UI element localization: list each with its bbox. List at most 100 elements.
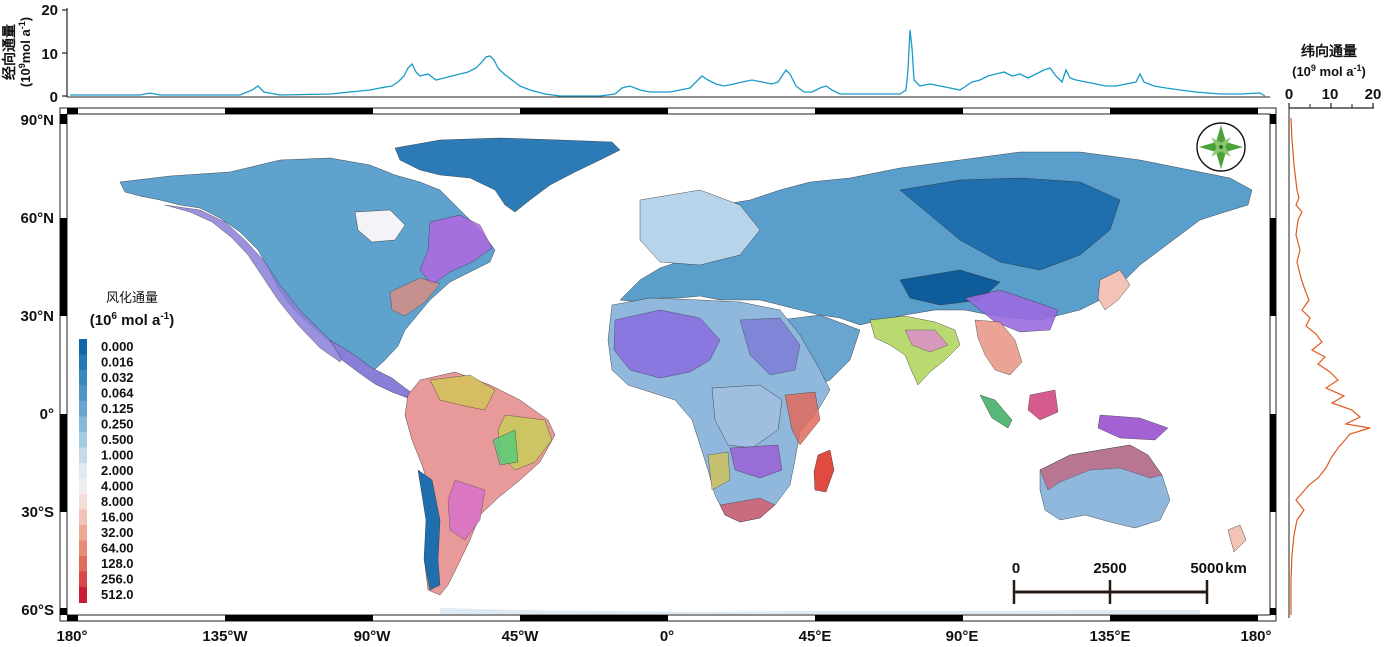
lat-label-60n: 60°N [20, 210, 54, 227]
lon-label-90w: 90°W [354, 628, 392, 645]
sa-south-patch [447, 479, 486, 541]
right-xtick-20: 20 [1365, 86, 1382, 103]
legend-label: 0.250 [101, 417, 134, 432]
scale-unit: km [1225, 560, 1247, 577]
legend-label: 8.000 [101, 494, 134, 509]
legend-swatch [79, 370, 87, 386]
new-guinea [1097, 414, 1169, 441]
sa-green [492, 429, 519, 466]
greenland [394, 137, 621, 213]
legend-label: 0.032 [101, 370, 134, 385]
sa-andes-blue [417, 469, 441, 591]
madagascar [813, 449, 835, 493]
sa-north-yellow [429, 374, 496, 411]
legend-label: 1.000 [101, 448, 134, 463]
legend-swatch [79, 416, 87, 433]
legend-unit: (106 mol a-1) [90, 311, 175, 329]
india-patch [904, 329, 949, 353]
legend-title: 风化通量 [106, 290, 158, 305]
legend-label: 0.016 [101, 355, 134, 370]
legend-label: 0.000 [101, 339, 134, 354]
legend-label: 0.500 [101, 432, 134, 447]
africa-congo [711, 384, 783, 449]
legend-swatch [79, 447, 87, 464]
lon-label-0: 0° [660, 628, 674, 645]
legend-swatch [79, 354, 87, 371]
scale-label-0: 0 [1012, 560, 1020, 577]
legend: 风化通量 (106 mol a-1) 0.0000.0160.0320.0640… [79, 290, 174, 603]
top-ylabel-line1: 经向通量 [1, 24, 17, 80]
legend-swatch [79, 525, 87, 541]
new-zealand [1227, 524, 1247, 553]
legend-label: 512.0 [101, 587, 134, 602]
europe-light [639, 189, 761, 266]
scale-label-5000: 5000 [1190, 560, 1223, 577]
legend-label: 128.0 [101, 556, 134, 571]
right-flux-panel: 纬向通量 (109 mol a-1) 0 10 20 [1285, 43, 1382, 618]
africa-west-yellow [707, 451, 731, 491]
na-appalachian [389, 277, 441, 317]
legend-swatch [79, 478, 87, 495]
legend-label: 2.000 [101, 463, 134, 478]
legend-swatch [79, 587, 87, 603]
lon-label-135e: 135°E [1089, 628, 1130, 645]
legend-label: 256.0 [101, 572, 134, 587]
top-flux-panel: 20 10 0 经向通量 (109mol a-1) [1, 2, 1270, 106]
legend-swatch [79, 571, 87, 588]
siberia-dark [899, 177, 1121, 271]
compass-rose-icon [1196, 122, 1246, 172]
japan [1097, 269, 1131, 311]
legend-label: 16.00 [101, 510, 134, 525]
na-rockies-band [164, 204, 346, 363]
latitude-labels: 90°N 60°N 30°N 0° 30°S 60°S [20, 112, 54, 619]
antarctic-fragment [440, 608, 1200, 614]
lon-label-45e: 45°E [799, 628, 832, 645]
legend-label: 32.00 [101, 525, 134, 540]
lon-label-180e: 180° [1240, 628, 1271, 645]
top-ytick-0: 0 [50, 89, 58, 106]
lat-label-60s: 60°S [21, 602, 54, 619]
lat-label-0: 0° [40, 406, 54, 423]
legend-swatch [79, 509, 87, 526]
lon-label-90e: 90°E [946, 628, 979, 645]
top-ytick-20: 20 [41, 2, 58, 19]
right-xtick-10: 10 [1322, 86, 1339, 103]
meridional-flux-line [70, 29, 1266, 97]
na-hudson [354, 209, 406, 243]
legend-swatch [79, 339, 87, 355]
legend-label: 0.064 [101, 386, 134, 401]
right-xtick-0: 0 [1285, 86, 1293, 103]
legend-swatch [79, 432, 87, 448]
legend-swatch [79, 540, 87, 557]
africa-south-rim [719, 497, 776, 523]
zonal-flux-line [1290, 117, 1371, 615]
lon-label-45w: 45°W [502, 628, 540, 645]
top-ytick-10: 10 [41, 46, 58, 63]
lat-label-90n: 90°N [20, 112, 54, 129]
africa-east-red [784, 391, 821, 446]
lon-label-180w: 180° [56, 628, 87, 645]
right-title-line1: 纬向通量 [1301, 43, 1357, 59]
lat-label-30s: 30°S [21, 504, 54, 521]
longitude-labels: 180° 135°W 90°W 45°W 0° 45°E 90°E 135°E … [56, 628, 1271, 645]
legend-classes: 0.0000.0160.0320.0640.1250.2500.5001.000… [79, 339, 134, 603]
legend-label: 0.125 [101, 401, 134, 416]
legend-swatch [79, 385, 87, 402]
legend-swatch [79, 556, 87, 572]
legend-swatch [79, 463, 87, 479]
africa-south-purple [729, 444, 783, 479]
world-land-layer [119, 137, 1253, 614]
scale-label-2500: 2500 [1093, 560, 1126, 577]
na-east-patch [419, 214, 493, 286]
africa-nile-purple [739, 317, 801, 376]
north-america [119, 157, 496, 373]
legend-swatch [79, 401, 87, 417]
right-title-line2: (109 mol a-1) [1292, 63, 1366, 79]
lon-label-135w: 135°W [202, 628, 248, 645]
legend-swatch [79, 494, 87, 510]
borneo [1027, 389, 1059, 421]
legend-label: 64.00 [101, 541, 134, 556]
top-ylabel-line2: (109mol a-1) [17, 17, 33, 87]
indochina [974, 319, 1023, 376]
